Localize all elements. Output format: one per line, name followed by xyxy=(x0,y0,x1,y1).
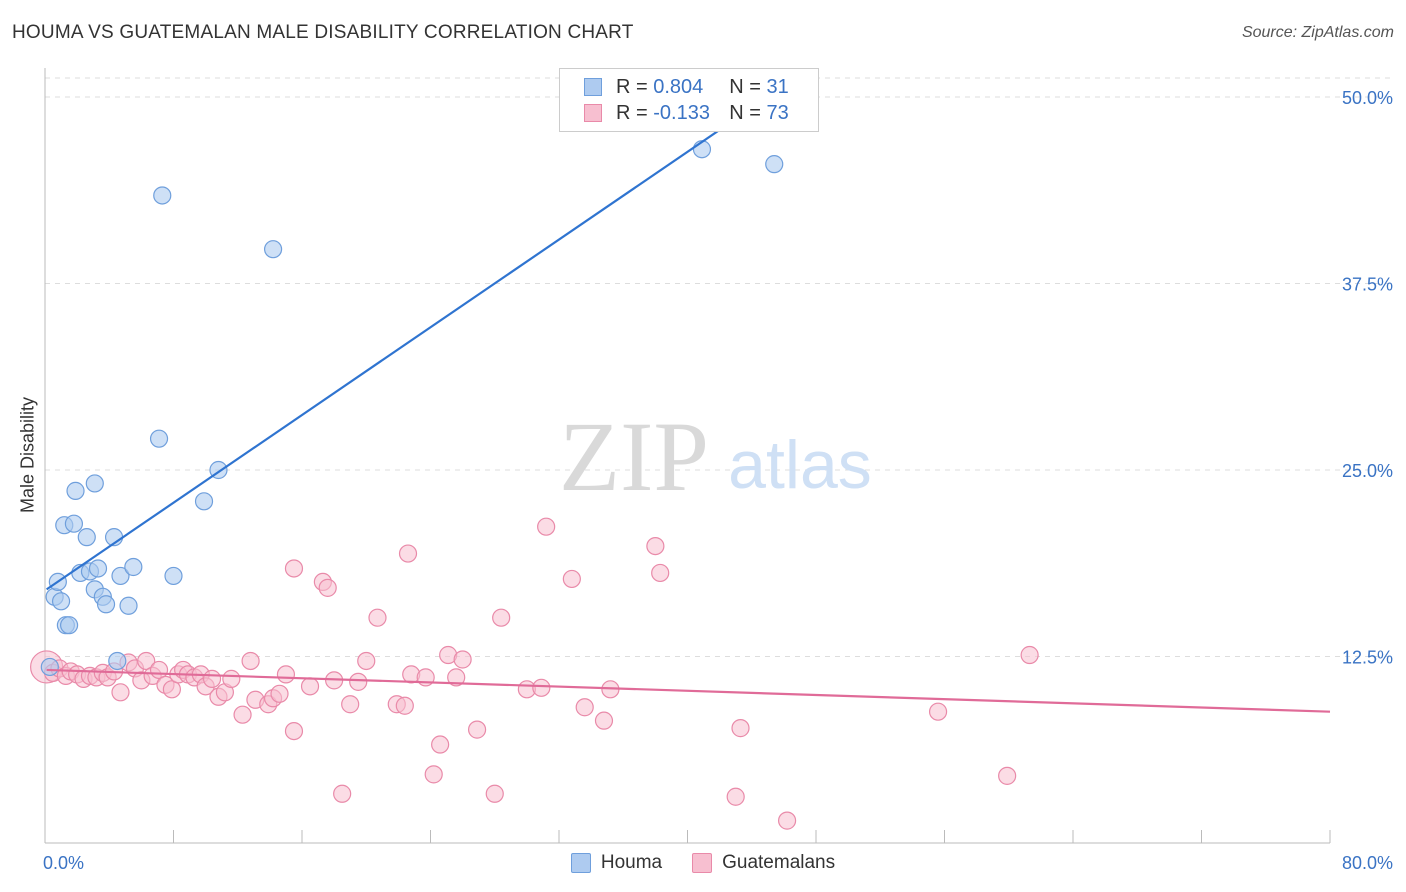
guatemalans-point xyxy=(646,536,665,556)
houma-point xyxy=(59,616,79,635)
houma-point xyxy=(765,155,784,174)
guatemalans-point xyxy=(928,702,948,721)
guatemalans-trend-line xyxy=(46,668,1331,713)
guatemalans-point xyxy=(532,678,551,697)
legend-row-guatemalans: R = -0.133 N = 73 xyxy=(584,100,789,126)
guatemalans-point xyxy=(485,784,504,803)
guatemalans-point xyxy=(431,735,450,754)
houma-point xyxy=(119,596,138,615)
guatemalans-swatch xyxy=(692,853,713,873)
series-legend-houma[interactable]: Houma xyxy=(570,852,663,874)
y-tick-label: 37.5% xyxy=(1342,275,1393,295)
guatemalans-point xyxy=(349,672,368,691)
legend-r-value: 0.804 xyxy=(653,75,704,98)
houma-point xyxy=(96,595,116,614)
guatemalans-point xyxy=(368,608,387,627)
guatemalans-point xyxy=(270,684,289,703)
guatemalans-point xyxy=(998,766,1017,785)
guatemalans-point xyxy=(111,683,130,702)
guatemalans-point xyxy=(447,668,466,687)
legend-r-value: -0.133 xyxy=(653,101,710,124)
houma-point xyxy=(111,566,130,586)
legend-r-label: R = xyxy=(616,101,648,124)
watermark-atlas: atlas xyxy=(728,427,872,503)
houma-point xyxy=(149,429,169,448)
houma-point xyxy=(51,592,71,611)
houma-swatch xyxy=(570,853,591,873)
guatemalans-point xyxy=(537,517,556,536)
guatemalans-point xyxy=(395,696,414,715)
houma-point xyxy=(124,557,143,577)
houma-point xyxy=(164,566,183,586)
series-legend-guatemalans[interactable]: Guatemalans xyxy=(692,852,835,874)
guatemalans-point xyxy=(300,677,320,696)
gridlines xyxy=(45,77,1393,657)
legend-n-label: N = xyxy=(729,101,761,124)
watermark: ZIP atlas xyxy=(559,401,872,512)
y-tick-label: 50.0% xyxy=(1342,88,1393,108)
chart-title: HOUMA VS GUATEMALAN MALE DISABILITY CORR… xyxy=(12,22,634,43)
guatemalans-legend-label: Guatemalans xyxy=(722,852,836,873)
guatemalans-point xyxy=(357,651,376,671)
houma-point xyxy=(85,474,104,493)
houma-point xyxy=(40,657,59,677)
y-tick-labels: 12.5% 25.0% 37.5% 50.0% xyxy=(1342,88,1393,668)
guatemalans-point xyxy=(575,698,594,717)
x-tick-label-max: 80.0% xyxy=(1342,853,1393,873)
axes xyxy=(44,68,1331,844)
series-legend: Houma Guatemalans xyxy=(0,852,1406,874)
guatemalans-point xyxy=(467,720,487,739)
guatemalans-point xyxy=(726,787,745,806)
legend-n-label: N = xyxy=(729,75,761,98)
guatemalans-point xyxy=(777,811,797,830)
guatemalans-point xyxy=(424,765,443,784)
guatemalans-point xyxy=(651,563,670,583)
legend-n-value: 73 xyxy=(766,101,789,124)
houma-point xyxy=(263,240,283,259)
guatemalans-point xyxy=(398,544,418,563)
guatemalans-point xyxy=(202,669,222,688)
x-tick-labels: 0.0% 80.0% xyxy=(43,853,1393,873)
y-tick-label: 25.0% xyxy=(1342,461,1393,481)
guatemalans-point xyxy=(222,669,241,688)
guatemalans-point xyxy=(594,711,614,730)
x-tick-label-min: 0.0% xyxy=(43,853,84,873)
houma-point xyxy=(108,651,127,671)
guatemalans-point xyxy=(562,569,581,589)
houma-point xyxy=(88,559,108,578)
guatemalans-point xyxy=(341,695,360,714)
legend-r-label: R = xyxy=(616,75,648,98)
houma-legend-label: Houma xyxy=(600,852,663,873)
houma-point xyxy=(66,481,85,500)
houma-points xyxy=(40,69,784,677)
guatemalans-point xyxy=(233,705,252,724)
houma-point xyxy=(64,514,84,533)
legend-swatch-guatemalans xyxy=(584,104,602,122)
houma-point xyxy=(194,492,214,511)
guatemalans-point xyxy=(284,721,304,741)
guatemalans-point xyxy=(453,650,472,669)
trend-lines xyxy=(45,96,1331,713)
guatemalans-point xyxy=(318,578,337,597)
houma-point xyxy=(77,528,96,547)
guatemalans-point xyxy=(731,719,750,738)
houma-point xyxy=(153,186,172,205)
guatemalans-point xyxy=(276,665,296,684)
guatemalans-point xyxy=(284,559,304,578)
guatemalans-point xyxy=(241,651,260,671)
guatemalans-point xyxy=(333,784,352,803)
legend-row-houma: R = 0.804 N = 31 xyxy=(584,74,789,100)
legend-n-value: 31 xyxy=(766,75,789,98)
guatemalans-point xyxy=(1020,645,1039,665)
watermark-zip: ZIP xyxy=(559,401,709,512)
legend-swatch-houma xyxy=(584,78,602,96)
source-credit: Source: ZipAtlas.com xyxy=(1241,24,1394,41)
houma-trend-line xyxy=(45,96,769,591)
correlation-legend: R = 0.804 N = 31 R = -0.133 N = 73 xyxy=(559,68,819,132)
y-tick-label: 12.5% xyxy=(1342,648,1393,668)
guatemalans-point xyxy=(492,608,511,627)
